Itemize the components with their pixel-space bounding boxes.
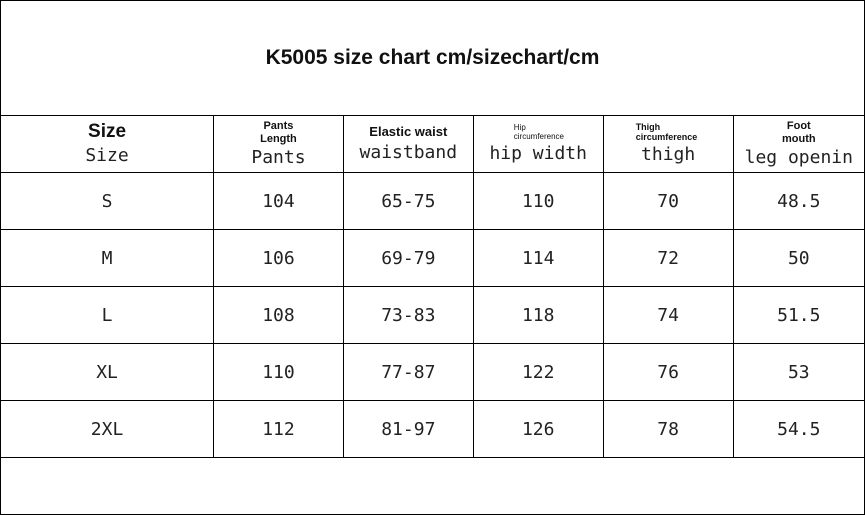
header-sub: hip width	[489, 143, 587, 165]
table-cell: 126	[472, 400, 604, 458]
table-row: M 106 69-79 114 72 50	[1, 229, 864, 287]
header-row: Size Size Pants Length Pants Elastic waist…	[1, 115, 864, 173]
table-cell: L	[1, 286, 215, 344]
header-en: Foot mouth	[781, 120, 816, 145]
table-cell: 122	[472, 343, 604, 401]
header-sub: Size	[85, 144, 129, 166]
table-cell: 114	[472, 229, 604, 287]
table-cell: 48.5	[732, 172, 864, 230]
table-cell: 76	[602, 343, 734, 401]
header-en: Pants Length	[260, 120, 297, 145]
table-cell: 65-75	[342, 172, 474, 230]
footer-row	[1, 457, 864, 514]
table-row: XL 110 77-87 122 76 53	[1, 343, 864, 401]
header-sub: thigh	[641, 144, 696, 166]
table-cell: 108	[213, 286, 344, 344]
table-cell: 118	[472, 286, 604, 344]
table-cell: 69-79	[342, 229, 474, 287]
table-cell: S	[1, 172, 215, 230]
size-table: Size Size Pants Length Pants Elastic waist…	[1, 115, 864, 458]
header-en: Hip circumference	[513, 122, 565, 141]
header-en: Elastic waist	[369, 124, 448, 140]
table-cell: 112	[213, 400, 344, 458]
table-cell: 110	[213, 343, 344, 401]
header-thigh: Thigh circumference thigh	[602, 115, 734, 173]
header-en: Thigh circumference	[635, 121, 698, 142]
header-sub: leg openin	[744, 146, 853, 168]
table-cell: 72	[602, 229, 734, 287]
header-elastic-waist: Elastic waist waistband	[342, 115, 474, 173]
table-cell: 77-87	[342, 343, 474, 401]
chart-title: K5005 size chart cm/sizechart/cm	[265, 46, 600, 69]
table-row: L 108 73-83 118 74 51.5	[1, 286, 864, 344]
table-cell: 110	[472, 172, 604, 230]
table-row: 2XL 112 81-97 126 78 54.5	[1, 400, 864, 458]
table-cell: 50	[732, 229, 864, 287]
table-cell: 53	[732, 343, 864, 401]
header-sub: Pants	[251, 146, 306, 168]
header-en: Size	[88, 121, 127, 143]
table-cell: 70	[602, 172, 734, 230]
table-cell: M	[1, 229, 215, 287]
table-row: S 104 65-75 110 70 48.5	[1, 172, 864, 230]
table-cell: 2XL	[1, 400, 215, 458]
header-size: Size Size	[1, 115, 215, 173]
table-cell: 81-97	[342, 400, 474, 458]
table-cell: 78	[602, 400, 734, 458]
table-cell: 106	[213, 229, 344, 287]
header-hip: Hip circumference hip width	[472, 115, 604, 173]
table-cell: 73-83	[342, 286, 474, 344]
header-foot-mouth: Foot mouth leg openin	[732, 115, 864, 173]
header-pants-length: Pants Length Pants	[213, 115, 344, 173]
table-cell: 74	[602, 286, 734, 344]
table-cell: 51.5	[732, 286, 864, 344]
table-cell: 104	[213, 172, 344, 230]
header-sub: waistband	[359, 141, 458, 163]
table-cell: 54.5	[732, 400, 864, 458]
table-cell: XL	[1, 343, 215, 401]
